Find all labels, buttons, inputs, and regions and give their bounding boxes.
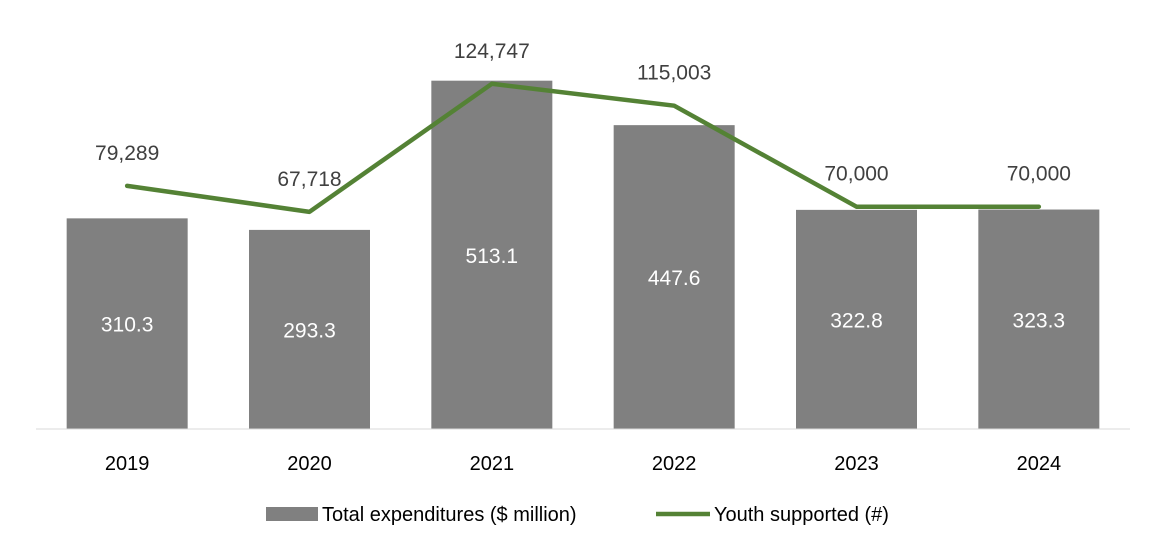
bar-label-2023: 322.8 — [830, 309, 883, 332]
legend-swatch-bars — [266, 507, 318, 521]
line-label-2023: 70,000 — [824, 163, 888, 186]
x-tick-2020: 2020 — [287, 453, 332, 475]
x-tick-2024: 2024 — [1017, 453, 1062, 475]
bar-label-2019: 310.3 — [101, 314, 154, 337]
x-tick-2019: 2019 — [105, 453, 150, 475]
bar-label-2024: 323.3 — [1013, 309, 1066, 332]
x-tick-2022: 2022 — [652, 453, 697, 475]
bar-label-2022: 447.6 — [648, 267, 701, 290]
legend-label-bars: Total expenditures ($ million) — [322, 504, 577, 526]
bar-label-2020: 293.3 — [283, 319, 336, 342]
x-tick-2021: 2021 — [470, 453, 515, 475]
legend-label-line: Youth supported (#) — [714, 504, 889, 526]
bar-label-2021: 513.1 — [466, 245, 519, 268]
line-label-2021: 124,747 — [454, 40, 530, 63]
x-tick-2023: 2023 — [834, 453, 879, 475]
line-label-2020: 67,718 — [277, 168, 341, 191]
line-label-2019: 79,289 — [95, 142, 159, 165]
line-label-2024: 70,000 — [1007, 163, 1071, 186]
line-label-2022: 115,003 — [637, 62, 711, 85]
